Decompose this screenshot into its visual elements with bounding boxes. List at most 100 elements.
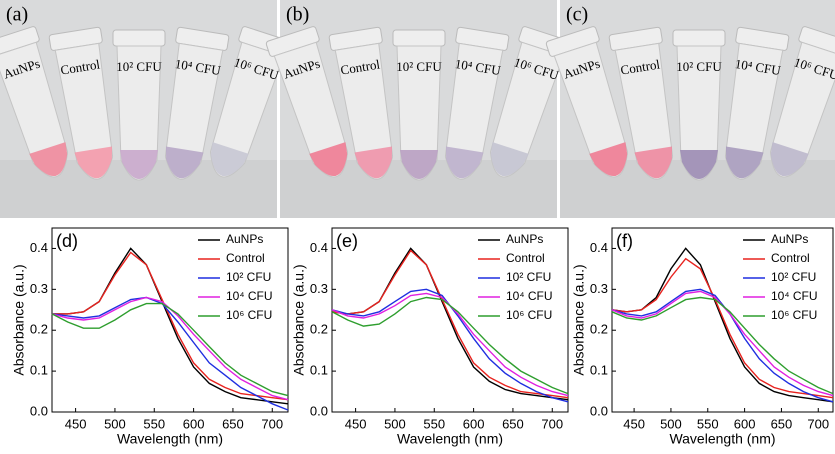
tube-liquid (589, 142, 628, 176)
series-line (611, 257, 834, 399)
legend-label: 10⁶ CFU (226, 308, 272, 322)
legend-label: Control (226, 251, 265, 265)
legend-label: 10² CFU (506, 270, 551, 284)
tube-liquid (770, 142, 809, 176)
y-tick-label: 0.2 (30, 322, 48, 337)
series-line (611, 296, 834, 395)
legend-label: AuNPs (771, 232, 808, 246)
y-tick-label: 0.4 (30, 240, 48, 255)
tube: 10⁶ CFU (489, 26, 573, 178)
legend-label: 10⁴ CFU (226, 289, 273, 303)
y-tick-label: 0.2 (590, 322, 608, 337)
tube-liquid (400, 150, 438, 179)
y-tick-label: 0.4 (310, 240, 328, 255)
x-tick-label: 550 (697, 416, 719, 431)
y-axis-label: Absorbance (a.u.) (571, 264, 587, 375)
panel-label: (b) (286, 4, 309, 26)
panel-label: (e) (336, 231, 358, 251)
panel-label: (d) (56, 231, 78, 251)
plot-frame (611, 227, 834, 413)
plot-frame (331, 227, 569, 413)
legend-label: AuNPs (506, 232, 543, 246)
tube-liquid (210, 142, 249, 176)
tube: Control (328, 26, 394, 180)
series-line (331, 296, 569, 395)
x-tick-label: 450 (345, 416, 367, 431)
tube-label: Control (619, 56, 661, 77)
x-axis-label: Wavelength (nm) (117, 431, 223, 447)
x-tick-label: 600 (734, 416, 756, 431)
x-axis-label: Wavelength (nm) (397, 431, 503, 447)
tube-cap (392, 29, 446, 47)
x-tick-label: 500 (384, 416, 406, 431)
x-tick-label: 650 (502, 416, 524, 431)
tube-label: Control (59, 56, 101, 77)
tube-liquid (354, 146, 393, 179)
legend-label: Control (771, 251, 810, 265)
tube: 10² CFU (392, 29, 446, 181)
plot-frame (51, 227, 289, 413)
y-tick-label: 0.0 (30, 403, 48, 418)
legend-label: 10⁴ CFU (506, 289, 553, 303)
tube: 10⁶ CFU (769, 26, 835, 178)
tube: 10² CFU (672, 29, 726, 181)
tube-cap (112, 29, 166, 47)
x-tick-label: 500 (660, 416, 682, 431)
y-tick-label: 0.0 (310, 403, 328, 418)
x-tick-label: 700 (541, 416, 563, 431)
tube-label: Control (339, 56, 381, 77)
y-tick-label: 0.3 (590, 281, 608, 296)
tube: Control (608, 26, 674, 180)
y-axis-label: Absorbance (a.u.) (11, 264, 27, 375)
tube-liquid (165, 146, 204, 179)
panel-label: (c) (566, 4, 588, 26)
x-tick-label: 550 (423, 416, 445, 431)
tube-label: 10² CFU (396, 59, 442, 74)
y-tick-label: 0.3 (30, 281, 48, 296)
panel-label: (f) (616, 231, 633, 251)
series-line (51, 302, 289, 397)
tube-liquid (490, 142, 529, 176)
tube: AuNPs (0, 26, 69, 178)
legend-label: AuNPs (226, 232, 263, 246)
series-line (52, 251, 289, 401)
legend-label: 10⁶ CFU (506, 308, 552, 322)
legend-label: 10² CFU (226, 270, 271, 284)
x-tick-label: 600 (183, 416, 205, 431)
tube: 10⁴ CFU (164, 26, 230, 180)
tube: 10⁴ CFU (444, 26, 510, 180)
series-line (51, 296, 289, 411)
y-tick-label: 0.2 (310, 322, 328, 337)
x-tick-label: 450 (623, 416, 645, 431)
tube-label: 10⁴ CFU (454, 56, 502, 78)
tube-label: 10⁴ CFU (734, 56, 782, 78)
y-tick-label: 0.0 (590, 403, 608, 418)
tube-label: 10² CFU (116, 59, 162, 74)
x-tick-label: 650 (222, 416, 244, 431)
legend-label: Control (506, 251, 545, 265)
tube: AuNPs (545, 26, 629, 178)
tube-liquid (309, 142, 348, 176)
x-tick-label: 450 (65, 416, 87, 431)
tube-cap (672, 29, 726, 47)
y-tick-label: 0.1 (590, 363, 608, 378)
tube-label: 10⁴ CFU (174, 56, 222, 78)
legend-label: 10⁶ CFU (771, 308, 817, 322)
tube: 10⁴ CFU (724, 26, 790, 180)
x-tick-label: 600 (463, 416, 485, 431)
y-tick-label: 0.3 (310, 281, 328, 296)
x-axis-label: Wavelength (nm) (669, 431, 775, 447)
tube: Control (48, 26, 114, 180)
tube-label: 10² CFU (676, 59, 722, 74)
x-tick-label: 700 (807, 416, 829, 431)
tube-liquid (634, 146, 673, 179)
tube: 10² CFU (112, 29, 166, 181)
y-tick-label: 0.4 (590, 240, 608, 255)
series-line (611, 247, 834, 403)
tube-liquid (445, 146, 484, 179)
tube-liquid (74, 146, 113, 179)
panel-label: (a) (6, 4, 28, 26)
tube-liquid (29, 142, 68, 176)
tube-liquid (120, 150, 158, 179)
